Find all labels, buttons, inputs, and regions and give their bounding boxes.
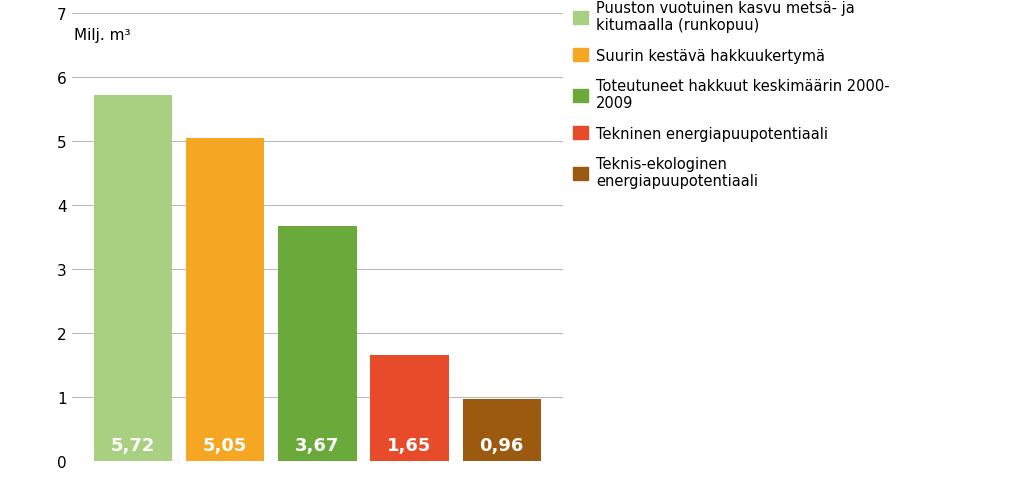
Bar (94, 96, 172, 461)
Bar (371, 356, 449, 461)
Text: 3,67: 3,67 (295, 436, 340, 455)
Bar (186, 139, 264, 461)
Text: 5,05: 5,05 (203, 436, 248, 455)
Text: 0,96: 0,96 (479, 436, 524, 455)
Text: 5,72: 5,72 (111, 436, 156, 455)
Text: 1,65: 1,65 (387, 436, 432, 455)
Text: Milj. m³: Milj. m³ (74, 28, 131, 43)
Legend: Puuston vuotuinen kasvu metsä- ja
kitumaalla (runkopuu), Suurin kestävä hakkuuke: Puuston vuotuinen kasvu metsä- ja kituma… (573, 1, 890, 189)
Bar (463, 399, 541, 461)
Bar (279, 227, 356, 461)
